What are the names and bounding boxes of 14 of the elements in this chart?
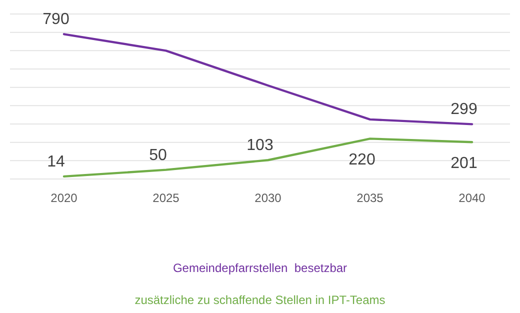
text: Gemeindepfarrstellen besetzbar — [172, 261, 348, 275]
data-label: 103 — [246, 137, 274, 154]
data-label: 790 — [42, 11, 70, 28]
data-label: 220 — [348, 152, 376, 169]
text: zusätzliche zu schaffende Stellen in IPT-Teams — [134, 293, 386, 307]
data-label: 299 — [450, 101, 478, 118]
x-tick-label: 2040 — [458, 191, 486, 205]
x-tick-label: 2030 — [254, 191, 282, 205]
x-tick-label: 2025 — [152, 191, 180, 205]
data-label: 50 — [149, 146, 167, 164]
data-label: 14 — [47, 153, 65, 170]
x-tick-label: 2020 — [50, 191, 78, 205]
data-label: 201 — [450, 155, 478, 172]
x-tick-label: 2035 — [356, 191, 384, 205]
